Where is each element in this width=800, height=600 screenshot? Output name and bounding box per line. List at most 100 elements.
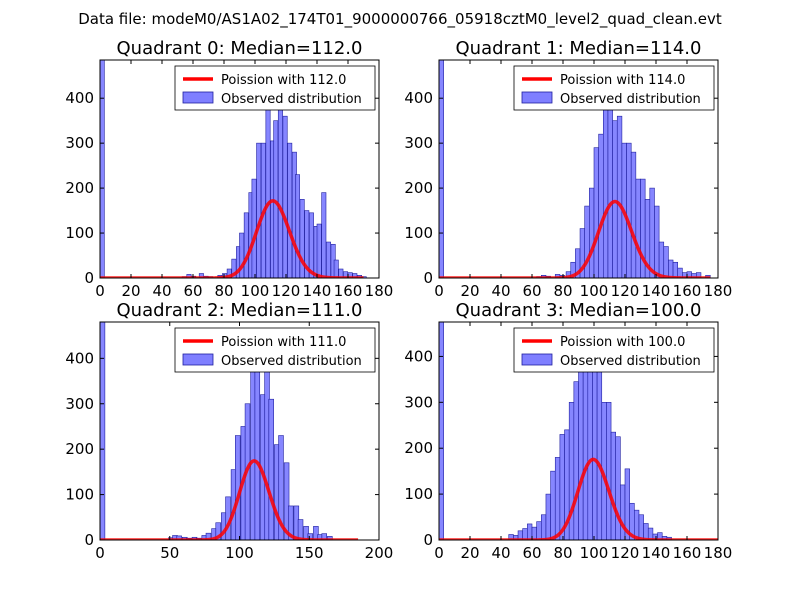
x-tick-label: 40 — [152, 282, 171, 300]
histogram-bar — [316, 223, 322, 278]
panel-quadrant-3: 0 20 40 60 80 100 120 140 160 1800100200300400Qua… — [404, 300, 732, 562]
histogram-bar — [643, 523, 649, 540]
legend-label-poisson: Poission with 100.0 — [560, 335, 685, 350]
x-tick-label: 60 — [522, 544, 541, 562]
histogram-bar — [540, 514, 547, 540]
histogram-bar — [589, 187, 595, 278]
legend-patch-swatch — [521, 91, 553, 104]
histogram-bar — [278, 435, 284, 540]
histogram-bar — [630, 151, 637, 278]
plot-area — [100, 60, 367, 278]
histogram-bar — [100, 322, 106, 540]
legend-patch-swatch — [521, 353, 553, 366]
x-tick-label: 200 — [365, 544, 394, 562]
x-tick-label: 120 — [611, 544, 640, 562]
histogram-bar — [635, 178, 641, 278]
x-tick-label: 120 — [272, 282, 301, 300]
histogram-bar — [313, 526, 319, 540]
histogram-bar — [582, 351, 589, 540]
histogram-bar — [531, 526, 537, 540]
y-tick-label: 200 — [65, 179, 94, 197]
y-tick-label: 0 — [423, 269, 433, 287]
histogram-bar — [352, 273, 358, 278]
x-tick-label: 0 — [95, 544, 105, 562]
legend: Poission with 112.0 Observed distribution — [174, 65, 376, 111]
histogram-bar — [299, 199, 305, 278]
histogram-bar — [593, 147, 599, 278]
histogram-bar — [658, 241, 665, 278]
histogram-bar — [205, 532, 212, 540]
histogram-bar — [256, 142, 262, 278]
x-tick-label: 100 — [225, 544, 254, 562]
x-tick-label: 160 — [673, 282, 702, 300]
histogram-bar — [439, 60, 444, 278]
x-tick-label: 20 — [460, 282, 479, 300]
histogram-bar — [668, 259, 674, 278]
legend: Poission with 114.0 Observed distribution — [513, 65, 715, 111]
y-tick-label: 300 — [65, 134, 94, 152]
histogram-bar — [239, 232, 245, 278]
histogram-bar — [606, 402, 612, 540]
histogram-bar — [598, 133, 604, 278]
histogram-bar — [321, 533, 327, 540]
histogram-bar — [649, 187, 655, 278]
histogram-bar — [277, 106, 283, 278]
x-tick-label: 180 — [704, 544, 733, 562]
y-tick-label: 100 — [404, 224, 433, 242]
y-tick-label: 400 — [65, 89, 94, 107]
legend-label-observed: Observed distribution — [560, 354, 701, 369]
poisson-curve — [439, 457, 718, 540]
subplot-grid: 0 20 40 60 80 100 120 140 160 1800100200300400Qua… — [65, 38, 732, 562]
histogram-bar — [607, 93, 613, 278]
x-tick-label: 20 — [460, 544, 479, 562]
y-tick-label: 300 — [65, 395, 94, 413]
legend-label-observed: Observed distribution — [221, 92, 362, 107]
legend: Poission with 100.0 Observed distribution — [513, 327, 715, 373]
x-tick-label: 0 — [434, 282, 444, 300]
histogram-bar — [439, 322, 444, 540]
histogram-bar — [282, 115, 288, 278]
histogram-bar — [584, 205, 590, 278]
histogram-bar — [304, 210, 310, 278]
y-tick-label: 300 — [404, 134, 433, 152]
x-tick-label: 50 — [160, 544, 179, 562]
x-tick-label: 140 — [303, 282, 332, 300]
y-tick-label: 400 — [404, 347, 433, 365]
histogram-bar — [287, 142, 293, 278]
histogram-bar — [626, 142, 632, 278]
histogram-bar — [545, 493, 551, 540]
y-tick-label: 400 — [404, 89, 433, 107]
histogram-bar — [672, 261, 678, 278]
axes-frame — [438, 59, 719, 279]
x-tick-label: 140 — [642, 544, 671, 562]
legend-label-poisson: Poission with 111.0 — [221, 335, 346, 350]
x-tick-label: 180 — [365, 282, 394, 300]
histogram-bar — [321, 192, 327, 278]
histogram-bar — [100, 60, 105, 278]
histogram-bar — [620, 484, 626, 540]
x-tick-label: 80 — [553, 282, 572, 300]
poisson-curve — [439, 199, 712, 278]
x-tick-label: 0 — [434, 544, 444, 562]
x-tick-label: 40 — [491, 544, 510, 562]
histogram-bar — [243, 212, 249, 278]
legend-label-observed: Observed distribution — [560, 92, 701, 107]
histogram-bar — [198, 273, 204, 278]
axes-frame — [99, 59, 380, 279]
y-tick-label: 100 — [404, 485, 433, 503]
x-tick-label: 0 — [95, 282, 105, 300]
x-tick-label: 180 — [704, 282, 733, 300]
y-tick-label: 100 — [65, 486, 94, 504]
x-tick-label: 100 — [580, 282, 609, 300]
histogram-bar — [268, 398, 274, 540]
histogram-bar — [592, 365, 598, 540]
x-tick-label: 60 — [183, 282, 202, 300]
panel-quadrant-2: 0 50 100 150 200 0 100 200 300 400 Quadrant 2: Med… — [65, 300, 393, 562]
histogram-bar — [596, 369, 603, 540]
x-tick-label: 160 — [334, 282, 363, 300]
subplot-title: Quadrant 1: Median=114.0 — [456, 38, 702, 59]
subplot-title: Quadrant 2: Median=111.0 — [117, 300, 363, 321]
x-tick-label: 80 — [553, 544, 572, 562]
legend-label-observed: Observed distribution — [221, 354, 362, 369]
